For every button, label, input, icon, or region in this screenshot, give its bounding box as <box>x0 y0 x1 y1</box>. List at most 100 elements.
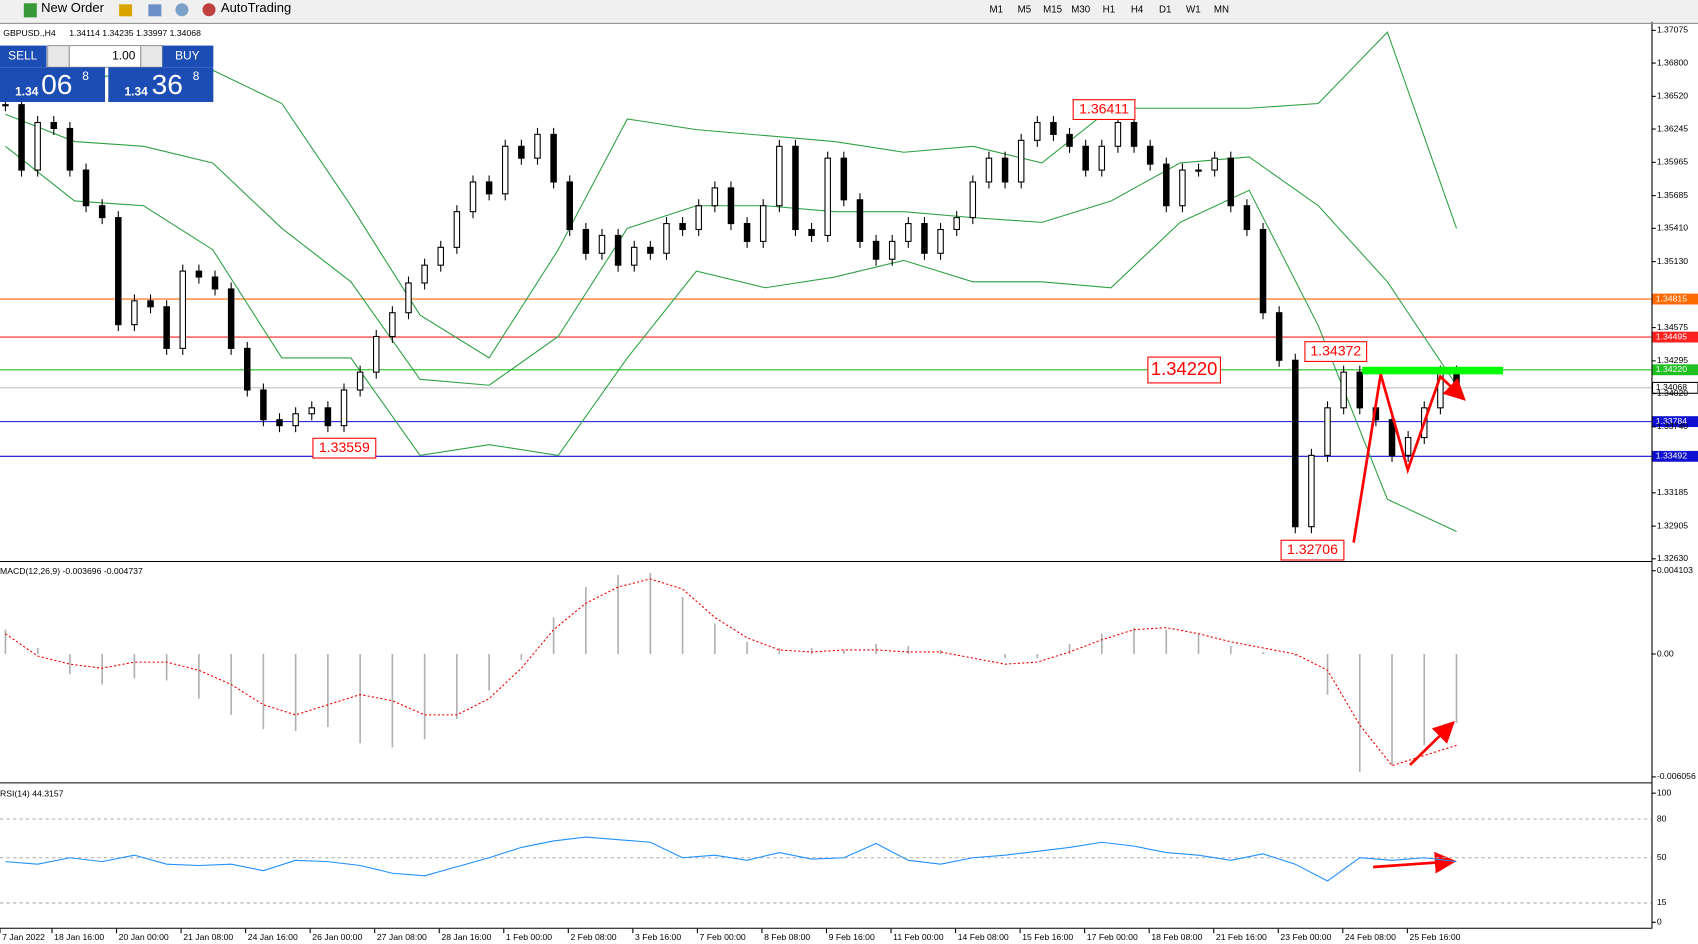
y-tick-label: 1.33740 <box>1657 421 1688 431</box>
candle <box>437 246 444 266</box>
lot-value[interactable]: 1.00 <box>112 49 136 63</box>
candle <box>1130 121 1138 147</box>
x-tick-label: 8 Feb 08:00 <box>764 932 810 942</box>
buy-button[interactable] <box>162 45 214 68</box>
candle <box>582 228 590 254</box>
timeframe[interactable]: M5 <box>1018 4 1032 15</box>
candle <box>1163 163 1170 207</box>
candle <box>1324 407 1331 456</box>
candle <box>50 121 58 130</box>
x-tick-label: 21 Feb 16:00 <box>1216 932 1267 942</box>
bollinger-upper <box>5 31 1458 359</box>
x-tick-label: 18 Jan 16:00 <box>54 932 104 942</box>
candle <box>953 217 960 231</box>
x-tick-label: 24 Feb 08:00 <box>1345 932 1396 942</box>
candle <box>695 205 702 231</box>
sell-price-box[interactable] <box>0 67 106 102</box>
level-label: 1.34495 <box>1656 331 1687 341</box>
candle <box>211 276 219 290</box>
candle <box>550 133 557 183</box>
sell-label[interactable]: SELL <box>8 49 37 63</box>
candle <box>985 157 993 183</box>
x-tick-label: 20 Jan 00:00 <box>119 932 169 942</box>
candle <box>1340 371 1347 409</box>
candle <box>969 181 977 219</box>
buy-label[interactable]: BUY <box>175 49 200 63</box>
price-annotation-box <box>1280 539 1345 561</box>
tool-icon[interactable] <box>148 4 162 17</box>
lot-up[interactable] <box>140 45 163 68</box>
y-tick-label: 1.34295 <box>1657 355 1688 365</box>
y-tick-label: 15 <box>1657 897 1667 907</box>
x-tick-label: 15 Feb 16:00 <box>1022 932 1073 942</box>
candle <box>743 223 751 242</box>
level-tag <box>1652 331 1698 343</box>
macd-label: MACD(12,26,9) -0.003696 -0.004737 <box>0 566 143 576</box>
candle <box>244 347 251 391</box>
buy-price-box[interactable] <box>108 67 214 102</box>
candle <box>18 104 25 171</box>
candle <box>179 270 187 349</box>
level-label: 1.34220 <box>1656 364 1687 374</box>
timeframe[interactable]: H1 <box>1103 4 1115 15</box>
candle <box>1098 145 1106 171</box>
tool-icon[interactable] <box>119 4 133 17</box>
candle <box>727 187 735 225</box>
candle <box>630 246 638 266</box>
level-tag <box>1652 450 1698 462</box>
drawn-arrow <box>1352 373 1466 543</box>
price-annotation: 1.34372 <box>1310 342 1361 358</box>
candle <box>1259 228 1267 314</box>
sell-price-point: 8 <box>82 69 89 83</box>
level-label: 1.34068 <box>1656 382 1687 392</box>
level-tag <box>1652 364 1698 376</box>
candle <box>840 157 848 201</box>
candle <box>2 104 9 107</box>
level-tag <box>1651 381 1698 394</box>
timeframe[interactable]: D1 <box>1159 4 1171 15</box>
candle <box>856 199 864 242</box>
timeframe[interactable]: W1 <box>1186 4 1201 15</box>
autotrading-icon[interactable] <box>202 3 216 17</box>
candle <box>356 371 364 391</box>
candle <box>405 282 412 314</box>
candle <box>921 223 928 254</box>
price-annotation-box <box>312 437 377 459</box>
new-order[interactable]: New Order <box>41 0 104 15</box>
candle <box>324 407 332 427</box>
price-annotation-box <box>1304 341 1368 362</box>
y-tick-label: 1.36800 <box>1657 57 1688 67</box>
candle <box>501 145 509 195</box>
price-annotation: 1.36411 <box>1079 100 1129 116</box>
x-tick-label: 21 Jan 08:00 <box>183 932 233 942</box>
toolbar <box>0 0 1698 22</box>
candle <box>534 133 541 159</box>
timeframe[interactable]: M15 <box>1043 4 1063 15</box>
sell-price-big: 1.34 <box>15 84 39 98</box>
x-tick-label: 1 Feb 00:00 <box>506 932 552 942</box>
timeframe[interactable]: MN <box>1214 4 1229 15</box>
trade-panel: SELL 1.00 BUY 1.34 06 8 1.34 36 8 <box>0 45 214 102</box>
x-tick-label: 7 Jan 2022 <box>2 932 45 942</box>
candle <box>1082 145 1089 171</box>
timeframe[interactable]: H4 <box>1131 4 1144 15</box>
level-tag <box>1652 293 1698 305</box>
lot-down[interactable] <box>47 45 70 68</box>
sell-button[interactable] <box>0 45 47 68</box>
y-tick-label: 1.36245 <box>1657 123 1688 133</box>
x-tick-label: 24 Jan 16:00 <box>248 932 298 942</box>
candle <box>614 234 622 266</box>
x-tick-label: 25 Feb 16:00 <box>1410 932 1461 942</box>
tool-icon[interactable] <box>175 3 189 17</box>
candle <box>1275 312 1283 361</box>
y-tick-label: 50 <box>1657 852 1667 862</box>
autotrading[interactable]: AutoTrading <box>221 0 291 15</box>
y-tick-label: 1.32630 <box>1657 553 1688 563</box>
new-order-icon[interactable] <box>23 3 37 18</box>
buy-price-big: 1.34 <box>125 84 149 98</box>
timeframe[interactable]: M30 <box>1071 4 1091 15</box>
timeframe[interactable]: M1 <box>990 4 1004 15</box>
candle <box>679 223 686 231</box>
